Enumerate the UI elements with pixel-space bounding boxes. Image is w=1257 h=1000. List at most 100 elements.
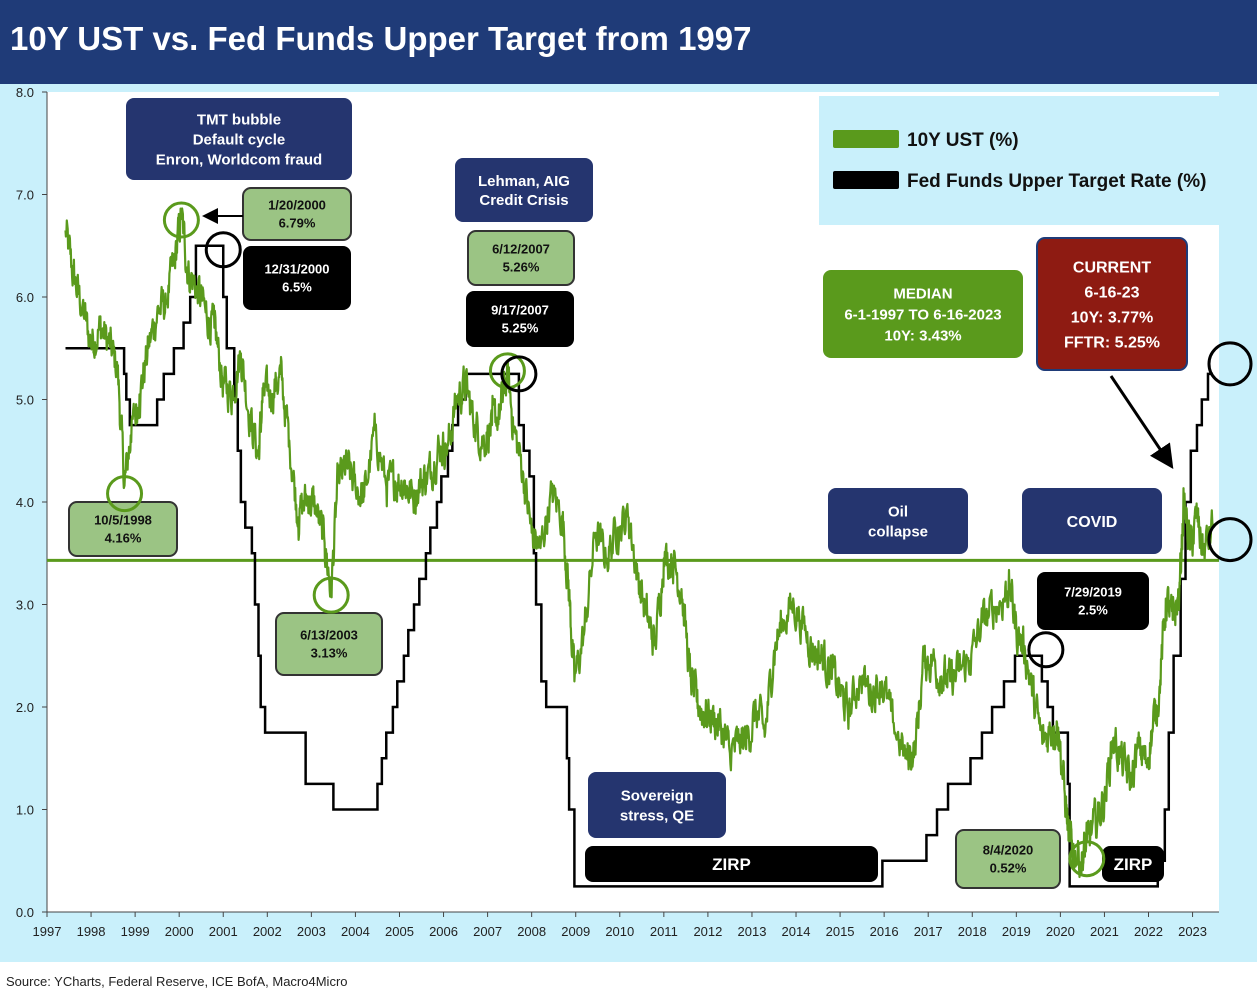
current-box-line: 6-16-23 [1084,284,1139,301]
x-tick-label: 1999 [121,924,150,939]
label-2007-ust-bg [467,230,575,286]
label-2003-ust-line: 3.13% [311,646,348,661]
sovereign-box: Sovereign stress, QE [588,772,726,838]
x-tick-label: 2008 [517,924,546,939]
lehman-box: Lehman, AIG Credit Crisis [455,158,593,222]
label-2020-ust-line: 0.52% [990,861,1027,876]
legend-panel [819,96,1219,225]
lehman-box-line: Credit Crisis [479,192,568,209]
y-tick-label: 6.0 [16,290,34,305]
label-1998-ust-line: 4.16% [105,531,142,546]
x-tick-label: 2020 [1046,924,1075,939]
label-1998-ust-bg [68,501,178,557]
label-2007-ust-line: 6/12/2007 [492,242,550,257]
marker-current-ust [1207,517,1253,563]
title-bar: 10Y UST vs. Fed Funds Upper Target from … [0,0,1257,84]
x-tick-label: 2006 [429,924,458,939]
x-tick-label: 2017 [914,924,943,939]
median-box-line: 6-1-1997 TO 6-16-2023 [844,306,1001,323]
current-box-line: FFTR: 5.25% [1064,334,1160,351]
marker-2007-fed [500,355,538,393]
label-2007-fed: 9/17/2007 5.25% [466,291,574,347]
legend-swatch-ust [833,130,899,148]
label-2000-fed: 12/31/2000 6.5% [243,246,351,310]
label-2019-fed-line: 7/29/2019 [1064,585,1122,600]
lehman-box-line: Lehman, AIG [478,173,570,190]
zirp-box-1: ZIRP [585,846,878,882]
median-box: MEDIAN 6-1-1997 TO 6-16-2023 10Y: 3.43% [823,270,1023,358]
y-tick-label: 5.0 [16,393,34,408]
x-tick-label: 2001 [209,924,238,939]
median-box-line: 10Y: 3.43% [884,327,961,344]
label-2020-ust-line: 8/4/2020 [983,843,1034,858]
y-tick-label: 1.0 [16,803,34,818]
median-box-bg [823,270,1023,358]
sovereign-box-line: Sovereign [621,787,694,804]
marker-2019-fed [1027,631,1065,669]
y-tick-label: 0.0 [16,905,34,920]
annotations: TMT bubble Default cycle Enron, Worldcom f… [68,98,1253,889]
covid-box-line: COVID [1067,514,1118,531]
y-tick-label: 2.0 [16,700,34,715]
label-1998-ust-line: 10/5/1998 [94,513,152,528]
label-2007-ust-line: 5.26% [503,260,540,275]
x-tick-label: 2019 [1002,924,1031,939]
x-tick-label: 2018 [958,924,987,939]
sovereign-box-line: stress, QE [620,807,694,824]
x-tick-label: 2011 [650,924,678,939]
legend-label-fed: Fed Funds Upper Target Rate (%) [907,171,1206,192]
zirp-box-2-bg [1102,846,1164,882]
legend-swatch-fed [833,171,899,189]
marker-2000-fed [204,231,242,269]
marker-current-fed [1207,341,1253,387]
marker-2003-ust [312,576,350,614]
y-tick-label: 8.0 [16,85,34,100]
label-2020-ust-bg [955,829,1061,889]
label-2003-ust-bg [275,612,383,676]
legend: 10Y UST (%) Fed Funds Upper Target Rate … [833,130,1206,192]
label-2007-ust: 6/12/2007 5.26% [467,230,575,286]
series-line-10y-ust [64,207,1214,879]
tmt-bubble-box-bg [126,98,352,180]
label-2019-fed: 7/29/2019 2.5% [1037,572,1149,630]
label-2019-fed-line: 2.5% [1078,603,1108,618]
x-tick-label: 2015 [826,924,855,939]
marker-2000-ust [162,201,200,239]
x-tick-label: 2010 [605,924,634,939]
tmt-bubble-box-line: TMT bubble [197,111,281,128]
axis-ticks: 1997 1998 1999 2000 2001 2002 2003 2004 2005 2006… [16,85,1207,939]
y-tick-label: 4.0 [16,495,34,510]
label-2007-fed-line: 9/17/2007 [491,303,549,318]
x-tick-label: 2002 [253,924,282,939]
chart-area: 10Y UST (%) Fed Funds Upper Target Rate … [16,85,1253,939]
x-tick-label: 2004 [341,924,370,939]
label-2000-fed-line: 12/31/2000 [264,262,329,277]
x-tick-label: 1997 [33,924,62,939]
chart-title: 10Y UST vs. Fed Funds Upper Target from … [10,20,752,57]
x-tick-label: 2022 [1134,924,1163,939]
x-tick-label: 2021 [1090,924,1119,939]
label-2000-ust-bg [242,187,352,241]
x-tick-label: 2014 [782,924,811,939]
label-2007-fed-line: 5.25% [502,321,539,336]
x-tick-label: 2012 [693,924,722,939]
current-box-bg [1036,237,1188,371]
median-box-line: MEDIAN [893,285,952,302]
x-tick-label: 2000 [165,924,194,939]
zirp-box-2: ZIRP [1102,846,1164,882]
covid-box: COVID [1022,488,1162,554]
tmt-bubble-box-line: Enron, Worldcom fraud [156,151,322,168]
label-2000-ust-line: 1/20/2000 [268,198,326,213]
x-tick-label: 2009 [561,924,590,939]
x-tick-label: 1998 [77,924,106,939]
label-2000-ust-line: 6.79% [279,216,316,231]
x-tick-label: 2007 [473,924,502,939]
y-tick-label: 7.0 [16,188,34,203]
label-2000-ust: 1/20/2000 6.79% [242,187,352,241]
tmt-bubble-box-line: Default cycle [193,131,286,148]
label-2000-fed-line: 6.5% [282,280,312,295]
zirp-box-1-bg [585,846,878,882]
oil-collapse-box-bg [828,488,968,554]
lehman-box-bg [455,158,593,222]
label-1998-ust: 10/5/1998 4.16% [68,501,178,557]
